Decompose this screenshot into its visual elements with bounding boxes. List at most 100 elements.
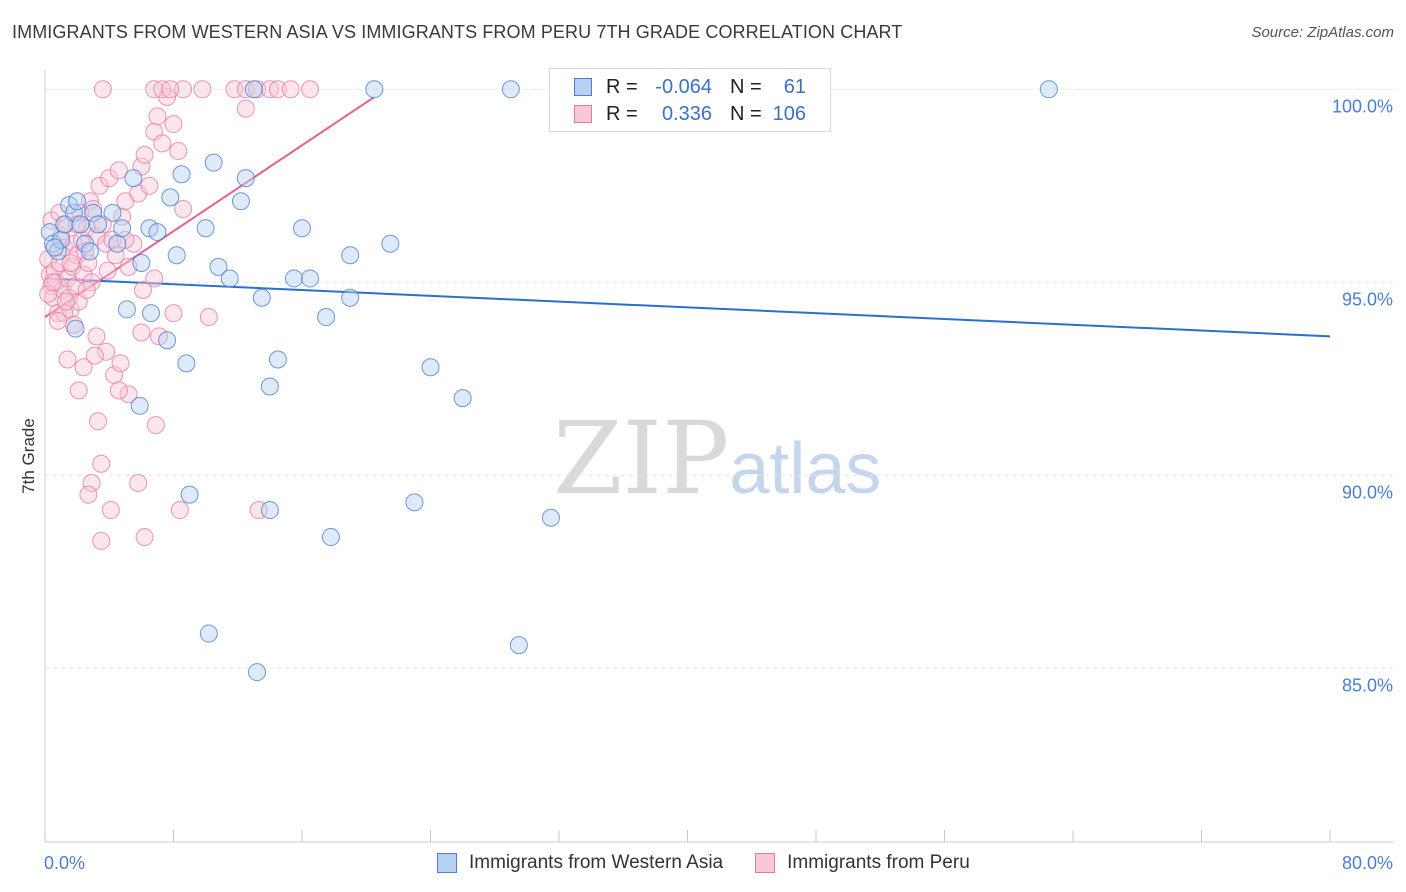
axis-labels: 85.0% 90.0% 95.0% 100.0% 0.0% 80.0% 7th Grade xyxy=(19,96,1393,873)
point-peru xyxy=(109,161,128,180)
point-western-asia xyxy=(421,358,440,377)
point-peru xyxy=(146,416,165,435)
watermark: ZIPatlas xyxy=(553,400,881,517)
point-peru xyxy=(77,281,96,300)
point-western-asia xyxy=(124,169,143,188)
point-peru xyxy=(92,454,111,473)
x-tick-label: 80.0% xyxy=(1342,853,1393,873)
trend-lines xyxy=(44,96,1331,338)
point-western-asia xyxy=(252,288,271,307)
point-western-asia xyxy=(199,624,218,643)
legend-r-label: R = xyxy=(606,75,638,98)
point-western-asia xyxy=(268,350,287,369)
point-western-asia xyxy=(66,319,85,338)
series-legend: Immigrants from Western Asia Immigrants … xyxy=(437,852,1002,874)
point-western-asia xyxy=(180,485,199,504)
source-label: Source: ZipAtlas.com xyxy=(1251,24,1394,41)
legend-n-value: 61 xyxy=(783,75,806,98)
legend-blue-label: Immigrants from Western Asia xyxy=(469,852,724,873)
legend-pink-label: Immigrants from Peru xyxy=(787,852,970,873)
point-western-asia xyxy=(301,269,320,288)
point-peru xyxy=(106,246,125,265)
point-peru xyxy=(89,412,108,431)
legend-r-value: 0.336 xyxy=(661,102,712,125)
point-western-asia xyxy=(84,203,103,222)
point-peru xyxy=(90,176,109,195)
point-peru xyxy=(268,80,287,99)
point-peru xyxy=(161,80,180,99)
point-western-asia xyxy=(284,269,303,288)
point-peru xyxy=(97,342,116,361)
legend-blue-swatch xyxy=(574,78,592,96)
point-western-asia xyxy=(1039,80,1058,99)
trend-line-western-asia xyxy=(44,277,1331,338)
point-western-asia xyxy=(321,528,340,547)
point-western-asia xyxy=(381,234,400,253)
point-western-asia xyxy=(317,308,336,327)
legend-item-western-asia[interactable]: Immigrants from Western Asia xyxy=(437,852,723,874)
point-western-asia xyxy=(293,219,311,238)
point-peru xyxy=(56,292,75,311)
point-western-asia xyxy=(158,331,177,350)
point-peru xyxy=(50,203,69,222)
point-western-asia xyxy=(365,80,384,99)
point-western-asia xyxy=(45,238,64,257)
chart-title: IMMIGRANTS FROM WESTERN ASIA VS IMMIGRAN… xyxy=(12,22,903,42)
point-peru xyxy=(145,269,164,288)
legend-pink-swatch xyxy=(574,105,592,123)
point-western-asia xyxy=(161,188,180,207)
legend-r-value: -0.064 xyxy=(655,75,712,98)
point-peru xyxy=(135,528,154,547)
point-peru xyxy=(92,531,111,550)
legend-item-peru[interactable]: Immigrants from Peru xyxy=(755,852,970,874)
y-tick-label: 85.0% xyxy=(1342,675,1393,695)
point-peru xyxy=(153,134,172,153)
point-western-asia xyxy=(52,230,71,249)
point-western-asia xyxy=(55,215,74,234)
point-peru xyxy=(93,80,112,99)
point-western-asia xyxy=(248,663,267,682)
point-western-asia xyxy=(130,396,149,415)
point-peru xyxy=(164,115,183,134)
point-peru xyxy=(236,99,255,118)
point-peru xyxy=(170,501,189,520)
point-western-asia xyxy=(501,80,520,99)
point-peru xyxy=(140,176,159,195)
point-peru xyxy=(132,323,151,342)
point-western-asia xyxy=(148,223,167,242)
point-peru xyxy=(301,80,320,99)
legend-row-pink: R = 0.336 N = 106 xyxy=(574,101,806,127)
point-peru xyxy=(85,346,104,365)
point-peru xyxy=(193,80,212,99)
point-western-asia xyxy=(260,501,279,520)
point-peru xyxy=(100,169,119,188)
legend-blue-swatch xyxy=(437,853,457,873)
y-tick-label: 100.0% xyxy=(1332,96,1393,116)
point-western-asia xyxy=(142,304,161,323)
point-peru xyxy=(74,358,93,377)
point-western-asia xyxy=(341,288,360,307)
point-peru xyxy=(39,284,58,303)
point-peru xyxy=(164,304,183,323)
point-peru xyxy=(148,107,167,126)
legend-r-label: R = xyxy=(606,102,638,125)
point-western-asia xyxy=(220,269,239,288)
point-peru xyxy=(199,308,218,327)
stats-legend: R = -0.064 N = 61 R = 0.336 N = 106 xyxy=(549,68,831,132)
point-peru xyxy=(82,474,101,493)
point-peru xyxy=(133,281,152,300)
point-western-asia xyxy=(541,508,560,527)
point-peru xyxy=(111,354,130,373)
watermark-zip: ZIP xyxy=(553,400,730,517)
point-peru xyxy=(129,474,148,493)
point-peru xyxy=(281,80,300,99)
point-peru xyxy=(174,199,193,218)
point-western-asia xyxy=(89,215,108,234)
point-western-asia xyxy=(64,203,83,222)
point-western-asia xyxy=(231,192,250,211)
point-western-asia xyxy=(132,254,151,272)
y-tick-label: 90.0% xyxy=(1342,482,1393,502)
axes xyxy=(44,70,1393,843)
point-peru xyxy=(174,80,193,99)
